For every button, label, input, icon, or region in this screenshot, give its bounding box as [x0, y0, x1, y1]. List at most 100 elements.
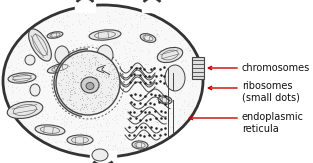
Ellipse shape — [47, 32, 63, 38]
Point — [153, 98, 158, 101]
Point — [97, 62, 102, 65]
Point — [102, 150, 107, 153]
Ellipse shape — [55, 46, 69, 64]
Point — [58, 71, 63, 74]
Point — [64, 70, 69, 73]
Point — [155, 97, 160, 100]
Point — [35, 93, 40, 96]
Point — [101, 147, 106, 149]
Point — [85, 98, 90, 100]
Point — [65, 99, 70, 102]
Point — [115, 77, 121, 80]
Point — [18, 51, 23, 53]
Point — [127, 46, 132, 49]
Point — [103, 136, 108, 138]
Point — [74, 55, 79, 58]
Point — [160, 100, 165, 102]
Point — [69, 61, 74, 64]
Point — [83, 81, 88, 84]
Point — [171, 46, 176, 49]
Point — [82, 88, 87, 90]
Point — [87, 70, 92, 73]
Point — [26, 49, 31, 52]
Point — [121, 147, 126, 150]
Point — [56, 127, 61, 130]
Point — [137, 49, 142, 52]
Point — [109, 88, 114, 90]
Point — [144, 134, 149, 137]
Point — [42, 68, 47, 71]
Point — [83, 122, 88, 125]
Point — [81, 82, 86, 85]
Point — [44, 119, 49, 121]
Point — [61, 123, 66, 126]
Point — [105, 80, 110, 82]
Point — [62, 54, 67, 57]
Point — [44, 62, 49, 65]
Point — [64, 104, 69, 106]
Point — [38, 49, 44, 51]
Point — [68, 93, 73, 96]
Point — [35, 82, 40, 84]
Point — [46, 115, 51, 118]
Point — [135, 64, 140, 66]
Point — [127, 77, 132, 80]
Point — [21, 60, 26, 62]
Point — [58, 90, 63, 93]
Point — [117, 65, 122, 68]
Point — [8, 75, 13, 78]
Point — [19, 110, 24, 113]
Point — [93, 108, 98, 110]
Point — [16, 58, 21, 61]
Point — [123, 59, 128, 62]
Point — [39, 115, 44, 117]
Point — [68, 121, 73, 124]
Point — [92, 56, 97, 58]
Point — [71, 95, 76, 97]
Point — [56, 140, 61, 142]
Point — [177, 50, 182, 53]
Point — [99, 73, 104, 75]
Point — [36, 89, 41, 92]
Point — [181, 83, 186, 86]
Point — [119, 141, 124, 144]
Point — [32, 47, 37, 49]
Point — [154, 59, 159, 62]
Point — [30, 77, 35, 80]
Point — [82, 79, 87, 81]
Point — [43, 106, 48, 108]
Point — [67, 93, 72, 96]
Point — [40, 121, 45, 123]
Point — [176, 55, 181, 57]
Point — [3, 80, 8, 83]
Point — [79, 97, 84, 100]
Point — [96, 75, 101, 78]
Point — [141, 131, 146, 134]
Point — [114, 80, 119, 82]
Point — [101, 27, 106, 30]
Point — [93, 117, 98, 120]
Point — [82, 74, 87, 76]
Point — [112, 18, 117, 21]
Point — [82, 83, 87, 86]
Point — [147, 95, 152, 97]
Point — [99, 80, 104, 82]
Point — [28, 92, 33, 94]
Point — [153, 107, 158, 110]
Point — [96, 60, 101, 63]
Point — [138, 68, 143, 70]
Point — [78, 51, 83, 53]
Point — [70, 103, 75, 106]
Point — [26, 77, 31, 80]
Point — [78, 98, 83, 101]
Point — [134, 113, 139, 116]
Ellipse shape — [81, 77, 99, 93]
Point — [71, 34, 76, 37]
Point — [178, 42, 183, 44]
Point — [182, 101, 187, 104]
Point — [66, 93, 71, 96]
Point — [28, 52, 33, 55]
Point — [154, 100, 159, 103]
Point — [89, 106, 94, 109]
Point — [156, 79, 161, 82]
